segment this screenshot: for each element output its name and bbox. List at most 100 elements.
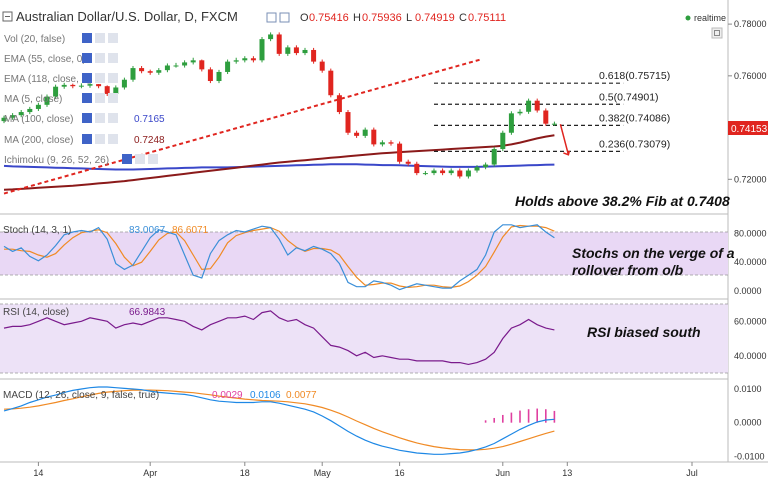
legend-close-icon[interactable] [148,154,158,164]
macd-line-value: 0.0106 [250,390,281,401]
stoch-k-line [3,224,555,291]
candle-up [242,58,248,61]
x-tick-label: 18 [240,468,250,478]
legend-ema55[interactable]: EMA (55, close, 0) [4,54,86,65]
candle-down [354,132,360,136]
legend-settings-icon[interactable] [95,113,105,123]
legend-close-icon[interactable] [108,53,118,63]
candle-up [35,104,41,109]
candle-up [259,39,265,61]
candle-up [448,170,454,174]
rsi-note: RSI biased south [587,324,701,340]
candle-up [27,108,33,113]
candle-up [268,34,274,40]
stoch-k-value: 83.0067 [129,225,166,236]
legend-vol[interactable]: Vol (20, false) [4,34,65,45]
macd-title[interactable]: MACD (12, 26, close, 9, false, true) [3,390,159,401]
macd-histogram-bar [527,409,530,423]
stoch-d-line [4,224,555,289]
candle-up [526,100,532,112]
legend-eye-icon[interactable] [82,73,92,83]
legend-close-icon[interactable] [108,73,118,83]
candle-up [78,85,84,87]
fib-level-label: 0.5(0.74901) [599,91,659,103]
candle-up [173,65,179,67]
ma100-line [3,163,555,171]
candle-up [483,164,489,168]
panel-frames [0,0,768,463]
fib-level-label: 0.618(0.75715) [599,70,670,82]
legend-eye-icon[interactable] [82,93,92,103]
candle-up [61,84,67,87]
candle-up [422,173,428,175]
candle-up [156,70,162,73]
candle-up [500,132,506,150]
candle-up [302,49,308,54]
current-price-text: 0.74153 [731,124,768,135]
candle-up [379,142,385,145]
candle-down [543,110,549,124]
legend-eye-icon[interactable] [82,113,92,123]
rsi-title[interactable]: RSI (14, close) [3,307,69,318]
candle-up [113,87,119,94]
fullscreen-icon[interactable] [711,27,723,39]
stoch-note-line1: Stochs on the verge of a [572,245,735,261]
macd-histogram-bar [545,409,547,423]
fib-level-label: 0.382(0.74086) [599,112,670,124]
rsi-band [0,304,728,373]
candle-down [96,84,102,87]
candle-down [397,143,403,162]
legend-ma100[interactable]: MA (100, close) [4,114,73,125]
price-tick-label: 0.78000 [734,19,767,29]
legend-eye-icon[interactable] [122,154,132,164]
candle-up [233,60,239,62]
axes: 0.780000.760000.740000.7200080.000040.00… [33,19,766,478]
legend-close-icon[interactable] [108,134,118,144]
header-eye-icon[interactable] [266,12,277,23]
stoch-tick-label: 40.0000 [734,257,767,267]
legend-ema118[interactable]: EMA (118, close, 0) [4,74,91,85]
legend-eye-icon[interactable] [82,134,92,144]
legend-eye-icon[interactable] [82,53,92,63]
ohlc-value: 0.75936 [362,12,402,24]
rsi-tick-label: 60.0000 [734,316,767,326]
legend-settings-icon[interactable] [135,154,145,164]
legend-close-icon[interactable] [108,33,118,43]
realtime-dot [685,15,691,21]
stoch-title[interactable]: Stoch (14, 3, 1) [3,225,71,236]
price-panel: 0.618(0.75715) 0.5(0.74901) 0.382(0.74086)… [1,32,670,195]
candle-down [388,142,394,144]
legend-close-icon[interactable] [108,113,118,123]
macd-tick-label: 0.0100 [734,384,762,394]
candle-up [87,84,93,86]
candle-down [207,69,213,82]
legend-settings-icon[interactable] [95,33,105,43]
legend-settings-icon[interactable] [95,53,105,63]
legend-ma100-value: 0.7165 [134,114,165,125]
fib-level-label: 0.236(0.73079) [599,138,670,150]
legend-settings-icon[interactable] [95,73,105,83]
chart-title: Australian Dollar/U.S. Dollar, D, FXCM [16,9,238,24]
macd-histogram-bar [553,410,556,423]
candle-up [508,113,514,133]
header-settings-icon[interactable] [279,12,290,23]
legend-ma-fast[interactable]: MA (5, close) [4,94,62,105]
legend-ichimoku[interactable]: Ichimoku (9, 26, 52, 26) [4,155,109,166]
legend-ma200[interactable]: MA (200, close) [4,135,73,146]
legend-settings-icon[interactable] [95,134,105,144]
candle-down [336,95,342,113]
legend-eye-icon[interactable] [82,33,92,43]
candle-down [414,163,420,174]
legend-ma200-value: 0.7248 [134,135,165,146]
collapse-icon[interactable] [2,11,13,22]
stoch-panel [3,224,555,291]
candle-down [371,129,377,145]
candle-down [104,86,110,94]
down-arrow-icon [559,124,570,155]
indicator-legend: Vol (20, false) EMA (55, close, 0) EMA (… [4,34,165,166]
legend-close-icon[interactable] [108,93,118,103]
x-tick-label: 13 [562,468,572,478]
realtime-label: realtime [694,13,726,23]
legend-settings-icon[interactable] [95,93,105,103]
macd-histogram-bar [493,417,495,423]
